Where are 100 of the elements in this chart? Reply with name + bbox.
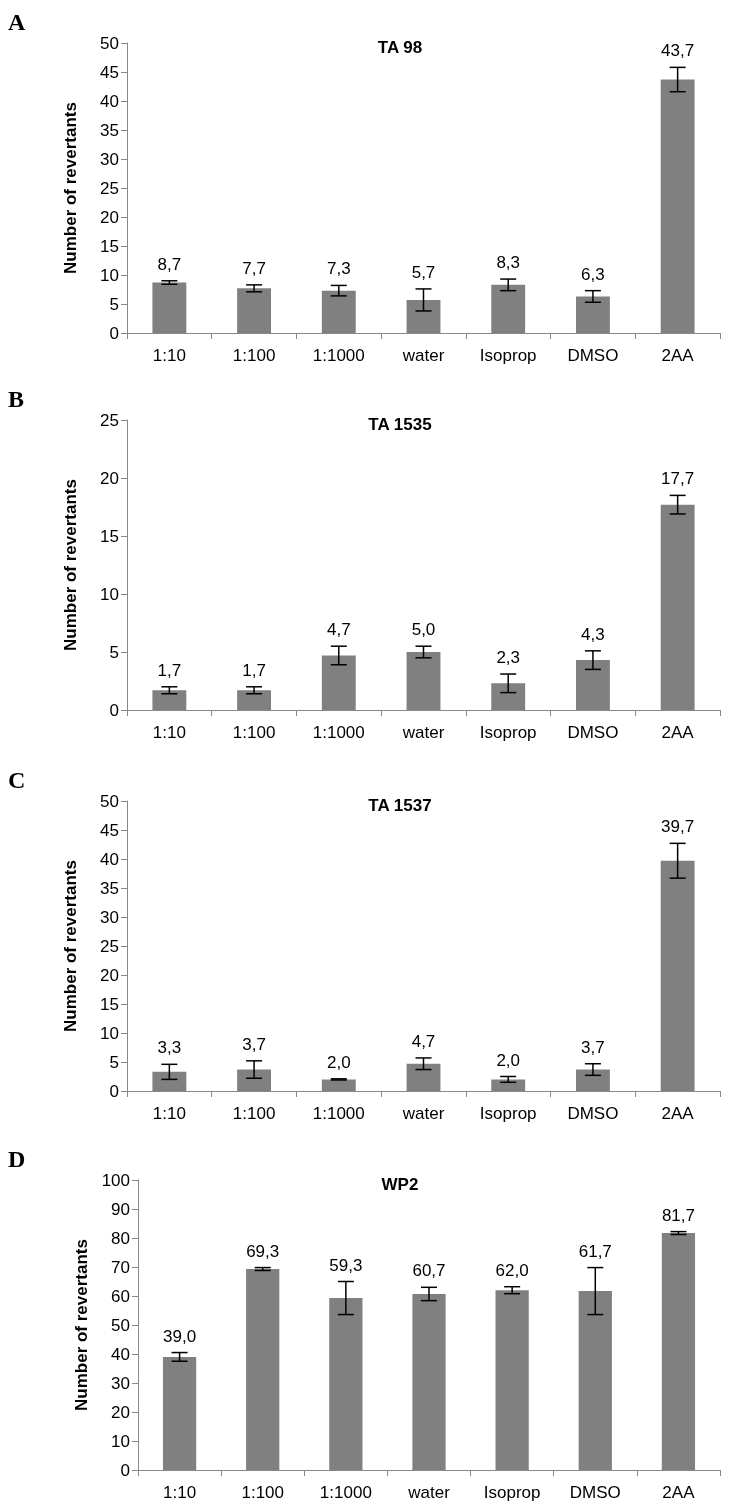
y-tick-label: 35: [100, 120, 119, 140]
x-tick-label: 1:1000: [312, 723, 365, 742]
data-label: 59,3: [329, 1255, 363, 1275]
x-tick-label: DMSO: [567, 723, 619, 742]
data-label: 61,7: [578, 1241, 612, 1261]
data-label: 62,0: [495, 1260, 529, 1280]
data-label: 2,0: [496, 1050, 521, 1070]
data-label: 43,7: [661, 41, 695, 61]
x-tick-label: 2AA: [661, 346, 695, 365]
chart-title: TA 1535: [368, 415, 432, 434]
y-tick-label: 60: [111, 1286, 130, 1306]
x-tick-label: Isoprop: [479, 346, 537, 365]
x-tick-label: 2AA: [661, 723, 695, 742]
x-tick-label: 1:10: [152, 346, 186, 365]
y-tick-label: 30: [100, 149, 119, 169]
y-tick-label: 10: [111, 1431, 130, 1451]
x-tick-label: DMSO: [569, 1483, 621, 1502]
y-tick-label: 30: [111, 1373, 130, 1393]
y-tick-label: 45: [100, 820, 119, 840]
y-tick-label: 25: [100, 936, 119, 956]
text: B: [8, 386, 25, 412]
y-tick-label: 15: [100, 526, 119, 546]
chart-title: TA 1537: [368, 796, 432, 815]
data-label: 1,7: [157, 660, 182, 680]
y-tick-label: 40: [100, 849, 119, 869]
chart-title: WP2: [381, 1175, 419, 1194]
y-tick-label: 40: [111, 1344, 130, 1364]
data-label: 5,0: [411, 620, 436, 640]
data-label: 4,7: [411, 1031, 436, 1051]
x-tick-label: Isoprop: [479, 1104, 537, 1123]
x-tick-label: 1:100: [232, 346, 276, 365]
x-tick-label: 1:1000: [312, 1104, 365, 1123]
text: C: [8, 767, 26, 793]
y-tick-label: 10: [100, 1023, 119, 1043]
y-tick-label: 20: [100, 468, 119, 488]
y-tick-label: 20: [100, 207, 119, 227]
y-tick-label: 40: [100, 91, 119, 111]
y-tick-label: 5: [109, 642, 119, 662]
x-tick-label: 1:10: [163, 1483, 197, 1502]
data-label: 4,7: [326, 620, 351, 640]
y-tick-label: 80: [111, 1228, 130, 1248]
x-tick-label: water: [407, 1483, 451, 1502]
x-tick-label: water: [401, 723, 445, 742]
x-tick-label: 1:100: [241, 1483, 284, 1502]
y-tick-label: 0: [109, 700, 119, 720]
y-tick-label: 10: [100, 584, 119, 604]
x-tick-label: 1:100: [232, 723, 276, 742]
y-tick-label: 0: [109, 1081, 119, 1101]
data-label: 2,0: [326, 1052, 351, 1072]
y-tick-label: 35: [100, 878, 119, 898]
data-label: 3,7: [242, 1034, 266, 1054]
y-tick-label: 70: [111, 1257, 130, 1277]
y-tick-label: 50: [111, 1315, 130, 1335]
y-tick-label: 5: [109, 294, 119, 314]
x-tick-label: 1:100: [232, 1104, 276, 1123]
y-axis-title: Number of revertants: [61, 479, 80, 651]
y-axis-title: Number of revertants: [72, 1239, 91, 1411]
data-label: 1,7: [242, 660, 266, 680]
y-tick-label: 10: [100, 265, 119, 285]
y-tick-label: 100: [101, 1170, 130, 1190]
y-tick-label: 90: [111, 1199, 130, 1219]
y-tick-label: 25: [100, 178, 119, 198]
x-tick-label: 1:1000: [319, 1483, 372, 1502]
y-tick-label: 15: [100, 236, 119, 256]
x-tick-label: 1:10: [152, 1104, 186, 1123]
data-label: 81,7: [661, 1205, 695, 1225]
data-label: 6,3: [581, 264, 605, 284]
chart-title: TA 98: [377, 38, 423, 57]
y-tick-label: 20: [111, 1402, 130, 1422]
y-tick-label: 15: [100, 994, 119, 1014]
data-label: 17,7: [661, 469, 695, 489]
data-label: 3,3: [157, 1038, 182, 1058]
y-tick-label: 5: [109, 1052, 119, 1072]
data-label: 8,3: [496, 253, 521, 273]
text: D: [8, 1146, 26, 1172]
x-tick-label: 1:1000: [312, 346, 365, 365]
x-tick-label: 2AA: [661, 1104, 695, 1123]
y-axis-title: Number of revertants: [61, 860, 80, 1032]
y-tick-label: 50: [100, 791, 119, 811]
data-label: 5,7: [411, 262, 436, 282]
x-tick-label: Isoprop: [479, 723, 537, 742]
y-axis-title: Number of revertants: [61, 102, 80, 274]
y-tick-label: 45: [100, 62, 119, 82]
data-label: 69,3: [246, 1241, 280, 1261]
data-label: 4,3: [581, 624, 605, 644]
data-label: 7,3: [326, 259, 351, 279]
data-label: 8,7: [157, 254, 182, 274]
data-label: 60,7: [412, 1261, 446, 1281]
data-label: 7,7: [242, 258, 266, 278]
y-tick-label: 50: [100, 33, 119, 53]
data-label: 39,0: [163, 1326, 197, 1346]
x-tick-label: 2AA: [662, 1483, 696, 1502]
x-tick-label: water: [401, 346, 445, 365]
y-tick-label: 30: [100, 907, 119, 927]
x-tick-label: DMSO: [567, 1104, 619, 1123]
data-label: 3,7: [581, 1037, 605, 1057]
y-tick-label: 20: [100, 965, 119, 985]
x-tick-label: 1:10: [152, 723, 186, 742]
y-tick-label: 25: [100, 410, 119, 430]
text: A: [8, 9, 26, 35]
